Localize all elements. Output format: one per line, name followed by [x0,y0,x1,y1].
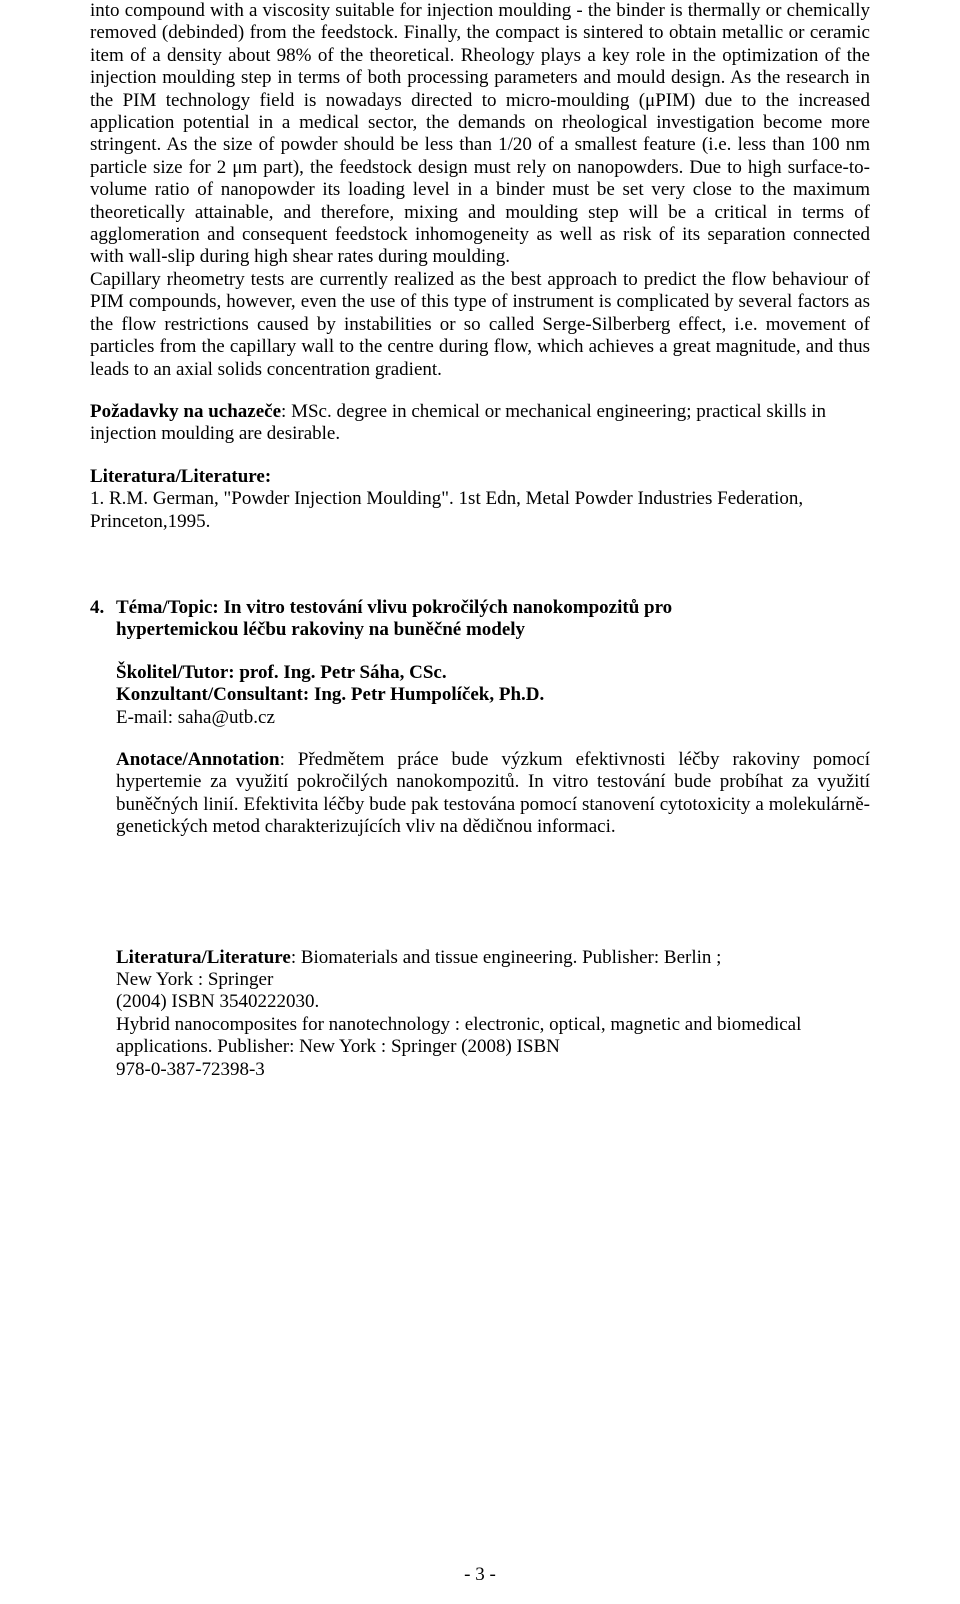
email-line: E-mail: saha@utb.cz [116,707,870,729]
literature-2-line3: (2004) ISBN 3540222030. [116,991,870,1013]
tutor-line: Školitel/Tutor: prof. Ing. Petr Sáha, CS… [116,662,870,684]
literature-2-line5: 978-0-387-72398-3 [116,1059,870,1081]
literature-1-item: 1. R.M. German, "Powder Injection Mouldi… [90,488,870,533]
consultant-line: Konzultant/Consultant: Ing. Petr Humpolí… [116,684,870,706]
page-number-footer: - 3 - [0,1564,960,1586]
requirements-block: Požadavky na uchazeče: MSc. degree in ch… [90,401,870,446]
annotation-block: Anotace/Annotation: Předmětem práce bude… [90,749,870,839]
document-page: into compound with a viscosity suitable … [0,0,960,1604]
literature-2-line1: : Biomaterials and tissue engineering. P… [291,947,722,968]
literature-block-2: Literatura/Literature: Biomaterials and … [90,947,870,1081]
paragraph-2: Capillary rheometry tests are currently … [90,269,870,381]
topic-4-title-line2: hypertemickou léčbu rakoviny na buněčné … [116,619,870,641]
literature-2-line4: Hybrid nanocomposites for nanotechnology… [116,1014,870,1059]
topic-4-block: 4. Téma/Topic: In vitro testování vlivu … [90,597,870,642]
literature-2-line2: New York : Springer [116,969,870,991]
paragraph-1: into compound with a viscosity suitable … [90,0,870,269]
tutor-block: Školitel/Tutor: prof. Ing. Petr Sáha, CS… [90,662,870,729]
requirements-label: Požadavky na uchazeče [90,401,281,422]
topic-4-title-line1: Téma/Topic: In vitro testování vlivu pok… [116,597,870,619]
topic-4-number: 4. [90,597,116,619]
annotation-label: Anotace/Annotation [116,749,280,770]
literature-2-label: Literatura/Literature [116,947,291,968]
literature-block-1: Literatura/Literature: 1. R.M. German, "… [90,466,870,533]
literature-1-label: Literatura/Literature: [90,466,870,488]
